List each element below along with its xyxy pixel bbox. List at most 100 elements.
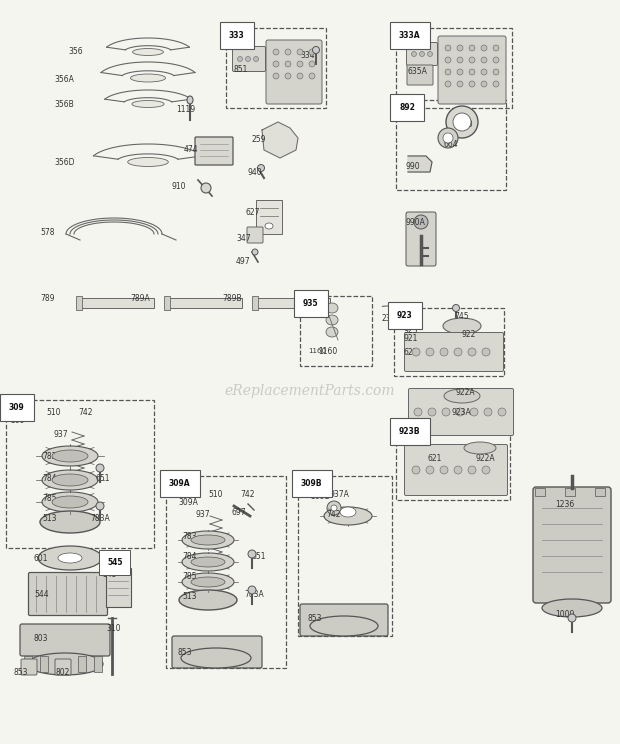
- Ellipse shape: [309, 49, 315, 55]
- Bar: [6, 400, 154, 548]
- Ellipse shape: [469, 57, 475, 63]
- FancyBboxPatch shape: [404, 333, 503, 371]
- Bar: [256, 298, 330, 308]
- Ellipse shape: [58, 553, 82, 563]
- Bar: [164, 296, 170, 310]
- Ellipse shape: [297, 49, 303, 55]
- Ellipse shape: [453, 304, 459, 312]
- Text: 783A: 783A: [244, 590, 264, 599]
- Bar: [40, 656, 48, 672]
- Ellipse shape: [40, 511, 100, 533]
- Ellipse shape: [182, 573, 234, 591]
- Ellipse shape: [542, 599, 602, 617]
- Ellipse shape: [182, 553, 234, 571]
- Ellipse shape: [187, 96, 193, 104]
- Text: 510: 510: [208, 490, 223, 499]
- FancyBboxPatch shape: [406, 212, 436, 266]
- Ellipse shape: [446, 106, 478, 138]
- Ellipse shape: [444, 389, 480, 403]
- FancyBboxPatch shape: [29, 572, 107, 615]
- Text: 742: 742: [78, 408, 92, 417]
- FancyBboxPatch shape: [407, 42, 438, 65]
- Ellipse shape: [191, 557, 225, 567]
- Ellipse shape: [457, 57, 463, 63]
- Ellipse shape: [248, 586, 256, 594]
- Ellipse shape: [445, 81, 451, 87]
- Ellipse shape: [310, 616, 378, 636]
- Text: 922A: 922A: [476, 454, 495, 463]
- Ellipse shape: [493, 81, 499, 87]
- Ellipse shape: [182, 531, 234, 549]
- Text: 356B: 356B: [54, 100, 74, 109]
- Ellipse shape: [331, 505, 337, 511]
- Ellipse shape: [457, 81, 463, 87]
- Ellipse shape: [426, 348, 434, 356]
- Ellipse shape: [326, 303, 338, 313]
- Ellipse shape: [285, 49, 291, 55]
- Bar: [24, 656, 32, 672]
- Text: 513: 513: [182, 592, 197, 601]
- Bar: [565, 488, 575, 496]
- Ellipse shape: [470, 408, 478, 416]
- Ellipse shape: [133, 48, 164, 56]
- Ellipse shape: [428, 408, 436, 416]
- Ellipse shape: [493, 69, 499, 75]
- Ellipse shape: [457, 69, 463, 75]
- Text: 937: 937: [196, 510, 211, 519]
- Ellipse shape: [52, 474, 88, 486]
- FancyBboxPatch shape: [409, 388, 513, 435]
- FancyBboxPatch shape: [247, 227, 263, 243]
- Ellipse shape: [464, 442, 496, 454]
- FancyBboxPatch shape: [21, 659, 37, 675]
- Text: 635A: 635A: [408, 67, 428, 76]
- Ellipse shape: [42, 492, 98, 512]
- Ellipse shape: [52, 496, 88, 508]
- Text: 1009: 1009: [555, 610, 574, 619]
- Text: 544: 544: [34, 590, 48, 599]
- Ellipse shape: [443, 133, 453, 143]
- Text: 664: 664: [444, 140, 459, 149]
- Ellipse shape: [412, 348, 420, 356]
- FancyBboxPatch shape: [533, 487, 611, 603]
- Polygon shape: [408, 156, 432, 172]
- Bar: [166, 476, 286, 668]
- Ellipse shape: [414, 215, 428, 229]
- Text: 784: 784: [42, 474, 56, 483]
- Ellipse shape: [96, 502, 104, 510]
- Text: 937A: 937A: [330, 490, 350, 499]
- Text: 785: 785: [182, 572, 197, 581]
- Ellipse shape: [297, 73, 303, 79]
- Ellipse shape: [453, 113, 471, 131]
- Ellipse shape: [324, 507, 372, 525]
- Text: 1236: 1236: [555, 500, 574, 509]
- Bar: [94, 656, 102, 672]
- Ellipse shape: [428, 51, 433, 57]
- Ellipse shape: [179, 590, 237, 610]
- Bar: [298, 476, 392, 636]
- Ellipse shape: [468, 348, 476, 356]
- Ellipse shape: [246, 57, 250, 62]
- Text: 921: 921: [404, 334, 418, 343]
- Text: 851A: 851A: [412, 42, 432, 51]
- Ellipse shape: [96, 464, 104, 472]
- Ellipse shape: [454, 348, 462, 356]
- Ellipse shape: [438, 128, 458, 148]
- Text: 803: 803: [34, 634, 48, 643]
- Text: 892: 892: [408, 108, 422, 117]
- Ellipse shape: [130, 74, 166, 82]
- Text: 923A: 923A: [452, 408, 472, 417]
- Text: 513: 513: [42, 514, 56, 523]
- Ellipse shape: [482, 348, 490, 356]
- Text: 309A: 309A: [178, 498, 198, 507]
- Ellipse shape: [42, 446, 98, 466]
- Bar: [595, 488, 605, 496]
- Ellipse shape: [412, 466, 420, 474]
- Text: 789A: 789A: [130, 294, 150, 303]
- Text: 935: 935: [303, 299, 319, 308]
- Bar: [252, 296, 258, 310]
- Text: 309: 309: [9, 403, 25, 412]
- Ellipse shape: [493, 57, 499, 63]
- Ellipse shape: [457, 45, 463, 51]
- Bar: [396, 100, 506, 190]
- Text: 937: 937: [54, 430, 69, 439]
